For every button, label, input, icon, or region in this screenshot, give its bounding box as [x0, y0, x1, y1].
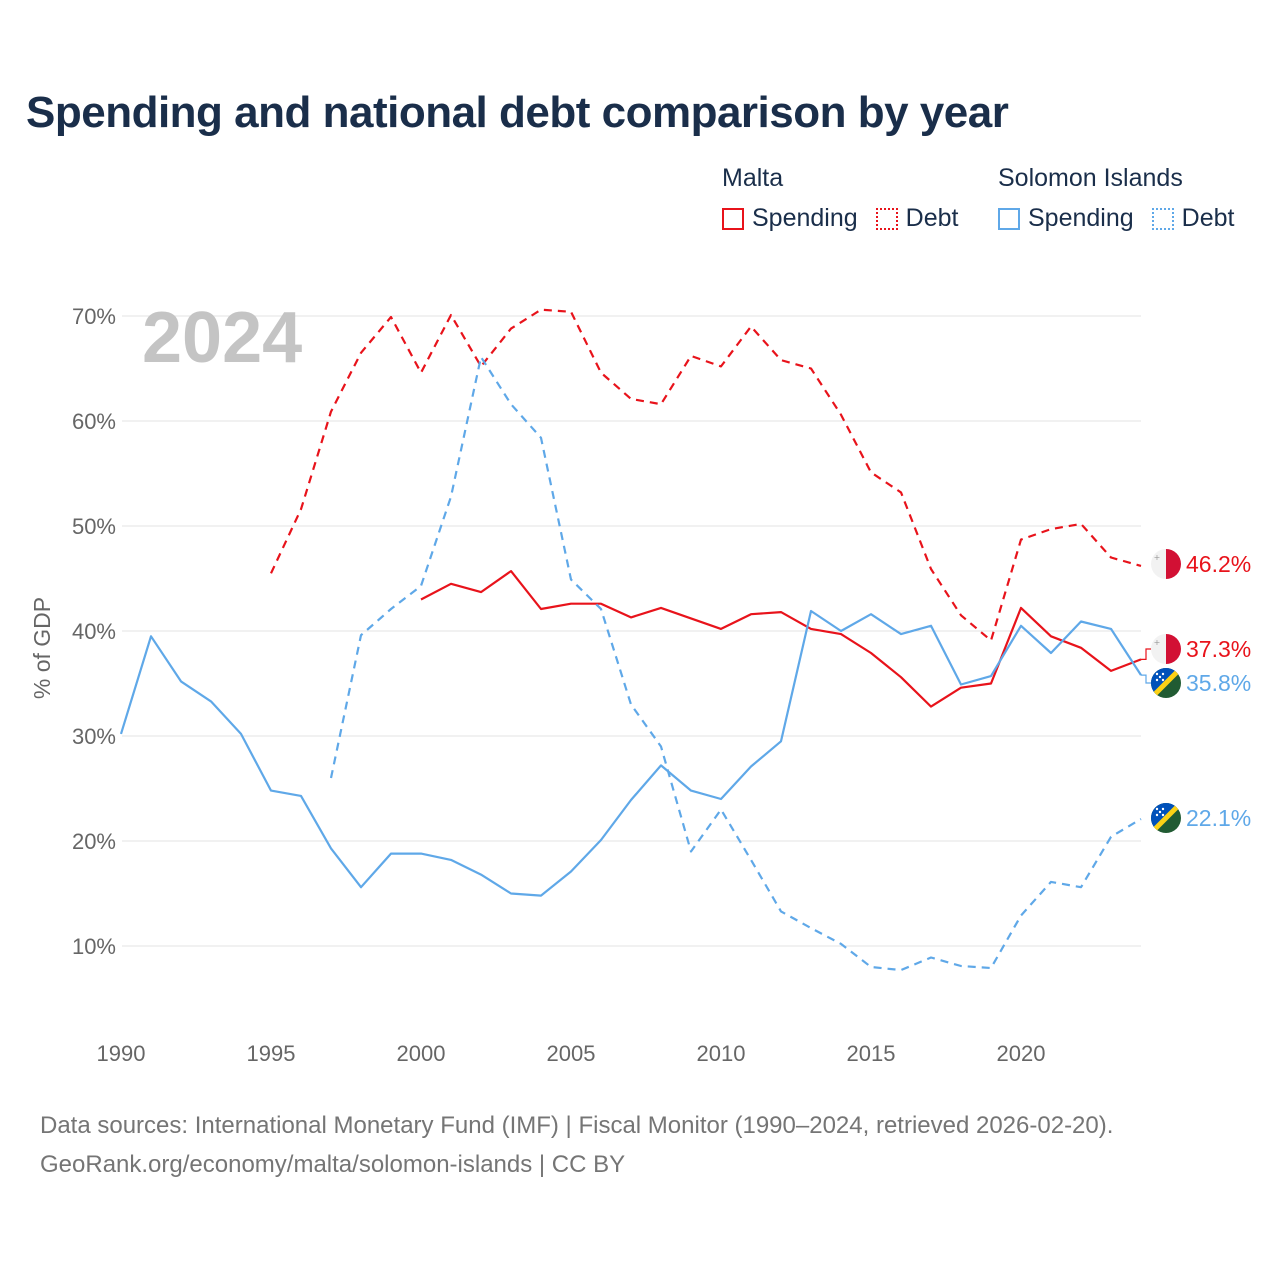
end-value-label: 37.3% — [1186, 636, 1251, 662]
end-label-solomon-islands-debt: 22.1% — [1151, 803, 1251, 833]
legend-malta-debt-label[interactable]: Debt — [905, 204, 959, 232]
solomon-islands-flag-icon — [1151, 668, 1181, 698]
series-layer — [119, 308, 1142, 972]
end-label-connector — [1141, 648, 1151, 660]
legend-solomon-debt-label[interactable]: Debt — [1181, 204, 1235, 232]
y-axis-label: % of GDP — [29, 597, 55, 699]
svg-text:+: + — [1154, 553, 1161, 562]
series-line-solomon-islands-spending[interactable] — [119, 609, 1142, 897]
malta-flag-icon: + — [1151, 549, 1181, 579]
footer-sources: Data sources: International Monetary Fun… — [40, 1112, 1114, 1139]
y-tick-label: 40% — [72, 619, 116, 644]
y-tick-label: 50% — [72, 514, 116, 539]
end-label-malta-spending: +37.3% — [1141, 634, 1251, 664]
end-label-solomon-islands-spending: 35.8% — [1141, 668, 1251, 698]
legend-solomon-debt-swatch[interactable] — [1151, 207, 1174, 230]
y-tick-label: 70% — [72, 304, 116, 329]
legend-malta-debt-swatch[interactable] — [875, 207, 898, 230]
series-line-malta-spending[interactable] — [420, 569, 1142, 708]
legend-malta-spending-swatch[interactable] — [722, 207, 744, 230]
end-value-label: 46.2% — [1186, 551, 1251, 577]
x-tick-label: 2015 — [847, 1041, 896, 1066]
x-tick-label: 1995 — [247, 1041, 296, 1066]
page-title: Spending and national debt comparison by… — [26, 88, 1009, 137]
legend-solomon: Solomon Islands Spending Debt — [998, 162, 1234, 233]
end-label-layer: +46.2%+ 37.3%22.1%35.8% — [1141, 549, 1251, 833]
year-watermark: 2024 — [142, 298, 302, 378]
x-tick-label: 2005 — [547, 1041, 596, 1066]
legend-solomon-spending-label[interactable]: Spending — [1028, 204, 1134, 232]
series-line-solomon-islands-debt[interactable] — [329, 355, 1142, 972]
legend-malta-spending-label[interactable]: Spending — [752, 204, 858, 232]
end-value-label: 35.8% — [1186, 670, 1251, 696]
end-label-connector — [1141, 674, 1151, 684]
legend-malta: Malta Spending Debt — [722, 162, 958, 233]
malta-flag-icon: + — [1151, 634, 1181, 664]
x-tick-label: 2010 — [697, 1041, 746, 1066]
y-tick-label: 30% — [72, 724, 116, 749]
y-tick-label: 10% — [72, 934, 116, 959]
legend-malta-name: Malta — [722, 164, 784, 192]
legend-solomon-spending-swatch[interactable] — [998, 207, 1020, 230]
end-value-label: 22.1% — [1186, 805, 1251, 831]
solomon-islands-flag-icon — [1151, 803, 1181, 833]
footer: Data sources: International Monetary Fun… — [40, 1106, 1113, 1184]
end-label-malta-debt: +46.2% — [1151, 549, 1251, 579]
footer-link[interactable]: GeoRank.org/economy/malta/solomon-island… — [40, 1151, 626, 1178]
svg-text:+: + — [1154, 638, 1161, 647]
x-tick-label: 2020 — [997, 1041, 1046, 1066]
series-line-malta-debt[interactable] — [270, 308, 1142, 642]
y-tick-label: 60% — [72, 409, 116, 434]
axis-layer: 10% 20% 30% 40% 50% 60% 70% 1990 1995 2000 2005 201… — [72, 304, 1046, 1066]
x-tick-label: 1990 — [97, 1041, 146, 1066]
legend-solomon-name: Solomon Islands — [998, 164, 1183, 192]
grid-layer — [122, 315, 1141, 947]
y-tick-label: 20% — [72, 829, 116, 854]
x-tick-label: 2000 — [397, 1041, 446, 1066]
